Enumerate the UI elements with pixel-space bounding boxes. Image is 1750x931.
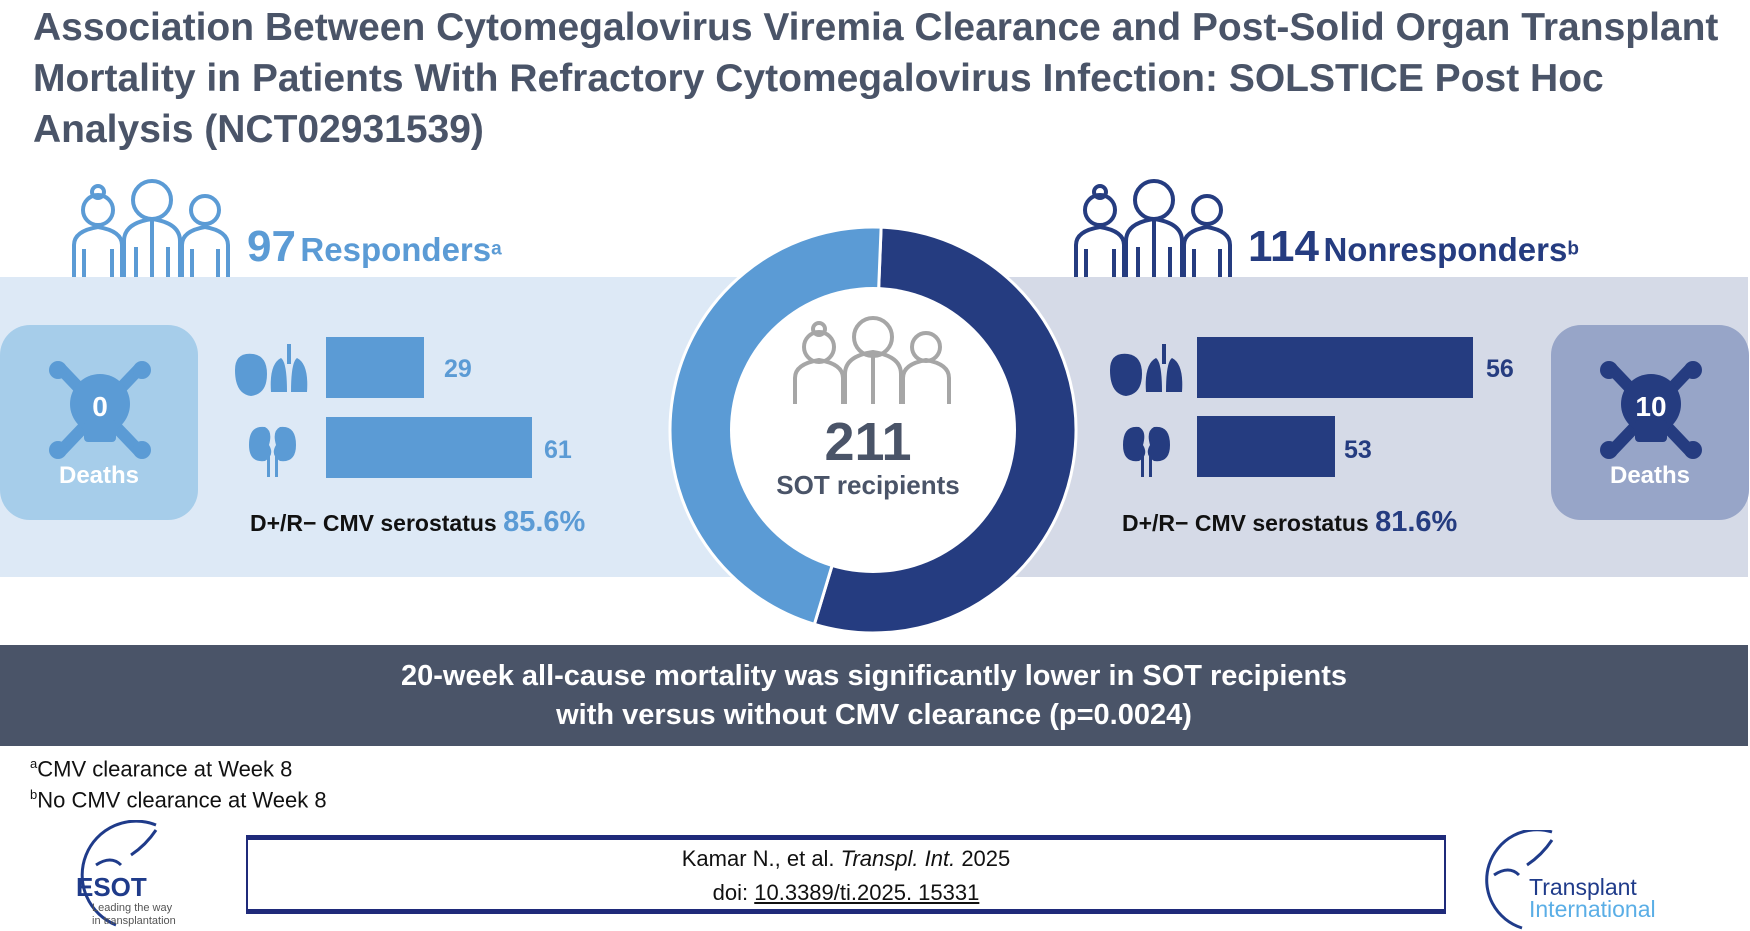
people-icon [793,316,951,404]
total-label: SOT recipients [776,470,960,500]
skull-crossbones-icon: 0 [49,361,151,459]
skull-crossbones-icon: 10 [1600,361,1702,459]
kidney-icon [1123,426,1170,477]
nonresponders-header: 114 Nonrespondersb [1248,222,1579,271]
footnote-b: bNo CMV clearance at Week 8 [30,787,327,813]
nonresponders-heart-lung-bar [1197,337,1473,398]
nonresponders-serostatus: D+/R− CMV serostatus 81.6% [1122,506,1458,538]
doi-link[interactable]: 10.3389/ti.2025. 15331 [754,880,980,905]
responders-header: 97 Respondersa [247,222,502,271]
responders-heart-lung-bar [326,337,424,398]
responders-deaths-count: 0 [92,391,108,422]
heart-lung-icon [1110,344,1183,396]
nonresponders-kidney-value: 53 [1344,436,1372,464]
conclusion-banner: 20-week all-cause mortality was signific… [0,645,1748,746]
heart-lung-icon [235,344,308,396]
page-title: Association Between Cytomegalovirus Vire… [33,6,1719,151]
total-count: 211 [824,412,911,472]
footnote-a: aCMV clearance at Week 8 [30,756,293,782]
nonresponders-heart-lung-value: 56 [1486,355,1514,383]
responders-serostatus: D+/R− CMV serostatus 85.6% [250,506,586,538]
kidney-icon [249,426,296,477]
responders-kidney-value: 61 [544,436,572,464]
people-icon [72,179,230,277]
nonresponders-deaths-count: 10 [1635,391,1666,422]
nonresponders-deaths-box: 10 Deaths [1551,325,1749,520]
responders-deaths-box: 0 Deaths [0,325,198,520]
nonresponders-kidney-bar [1197,416,1335,477]
people-icon [1074,179,1232,277]
donut-chart: 211 SOT recipients [668,225,1078,635]
esot-logo: ESOT Leading the way in transplantation [76,820,236,930]
citation-box: Kamar N., et al. Transpl. Int. 2025 doi:… [246,835,1446,914]
transplant-international-logo: Transplant International [1482,830,1692,930]
responders-heart-lung-value: 29 [444,355,472,383]
responders-kidney-bar [326,417,532,478]
